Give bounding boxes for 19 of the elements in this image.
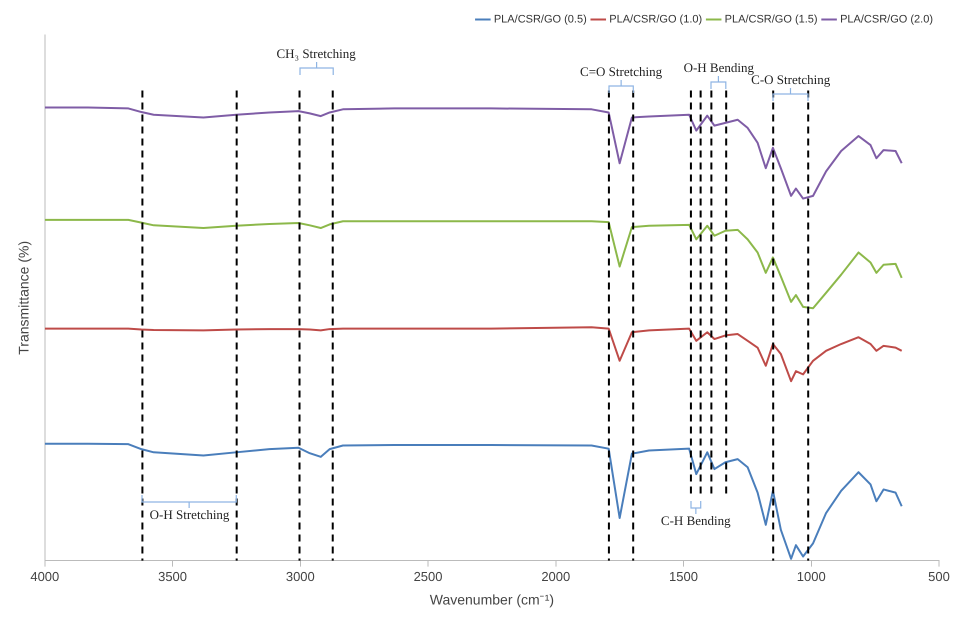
annotation: C-H Bending bbox=[660, 513, 732, 528]
x-tick-label: 1000 bbox=[796, 568, 826, 584]
x-tick-label: 1500 bbox=[669, 568, 698, 584]
legend-label: PLA/CSR/GO (0.5) bbox=[494, 14, 587, 26]
legend-label: PLA/CSR/GO (1.5) bbox=[724, 14, 818, 26]
x-tick-label: 3500 bbox=[158, 568, 188, 584]
annotation: O-H Stretching bbox=[150, 507, 230, 522]
text: CH₃ Stretching bbox=[276, 46, 356, 61]
x-tick-label: 3000 bbox=[286, 568, 315, 584]
x-tick-label: 4000 bbox=[30, 568, 60, 584]
x-tick-label: 2000 bbox=[541, 568, 570, 584]
legend-label: PLA/CSR/GO (1.0) bbox=[609, 14, 702, 26]
y-axis-title: Transmittance (%) bbox=[15, 240, 32, 355]
x-tick-label: 500 bbox=[928, 568, 950, 584]
legend-label: PLA/CSR/GO (2.0) bbox=[840, 14, 934, 26]
x-axis-title: Wavenumber (cm⁻¹) bbox=[430, 591, 554, 608]
text: O-H Bending bbox=[684, 60, 754, 75]
text: C=O Stretching bbox=[580, 64, 663, 79]
x-tick-label: 2500 bbox=[414, 568, 442, 584]
